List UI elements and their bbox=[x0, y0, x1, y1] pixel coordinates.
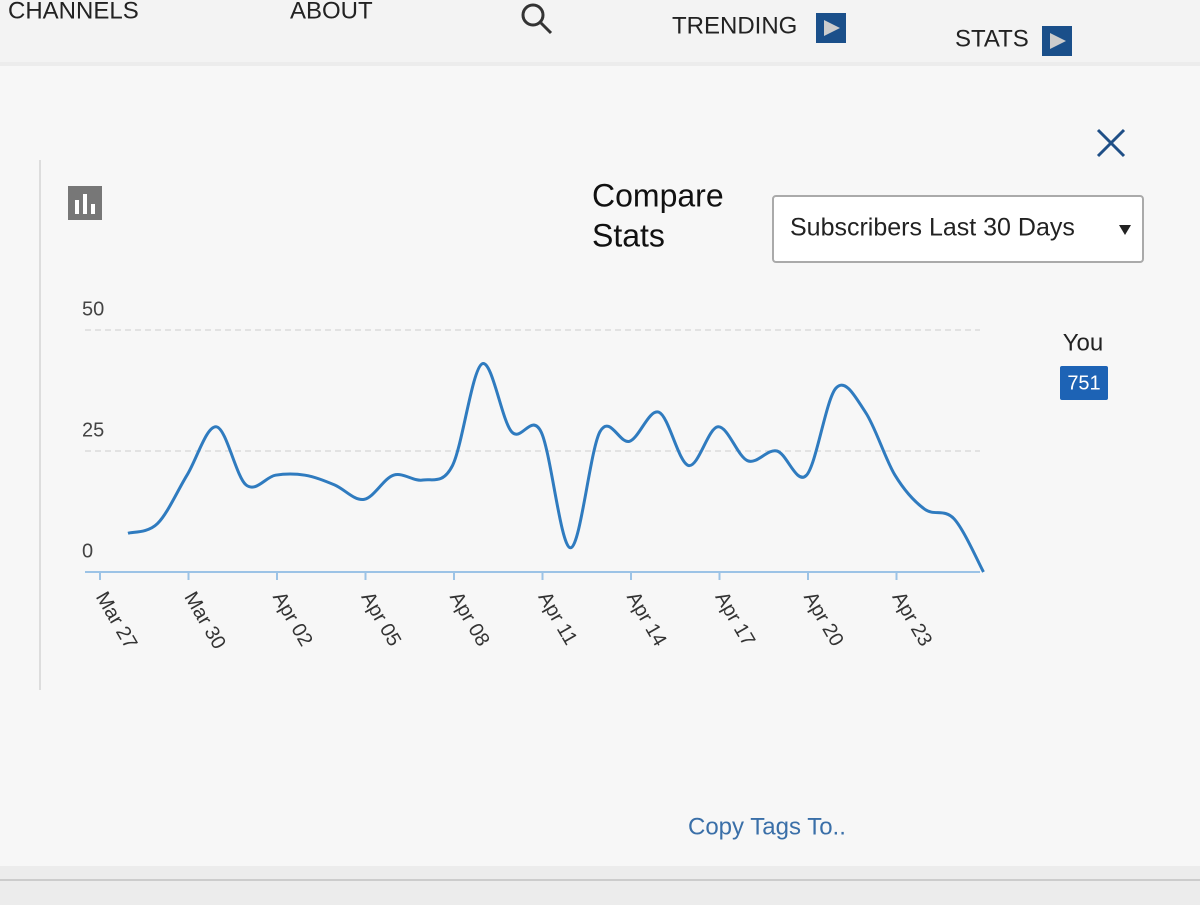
nav-item[interactable]: TRENDING bbox=[672, 12, 797, 39]
y-tick-label: 25 bbox=[82, 419, 104, 441]
search-icon[interactable] bbox=[521, 3, 553, 35]
nav-bar bbox=[0, 0, 1200, 62]
legend-label: You bbox=[1063, 329, 1104, 356]
dropdown-arrow bbox=[1119, 225, 1131, 235]
y-tick-label: 50 bbox=[82, 298, 104, 320]
legend-value: 751 bbox=[1067, 372, 1100, 394]
copy-tags-link[interactable]: Copy Tags To.. bbox=[688, 813, 846, 840]
stats-icon bbox=[1042, 26, 1072, 56]
dialog-title: Compare bbox=[592, 177, 724, 213]
nav-item[interactable]: STATS bbox=[955, 25, 1029, 52]
trending-icon bbox=[816, 13, 846, 43]
nav-item[interactable]: ABOUT bbox=[290, 0, 373, 24]
close-button[interactable] bbox=[1096, 128, 1126, 158]
dropdown[interactable] bbox=[772, 195, 1144, 263]
y-tick-label: 0 bbox=[82, 540, 93, 562]
chart-icon bbox=[68, 186, 102, 220]
legend-badge bbox=[1060, 366, 1108, 400]
nav-item[interactable]: CHANNELS bbox=[8, 0, 139, 24]
data-line bbox=[127, 362, 985, 573]
dialog-title: Stats bbox=[592, 217, 665, 253]
dropdown-label: Subscribers Last 30 Days bbox=[790, 214, 1075, 242]
